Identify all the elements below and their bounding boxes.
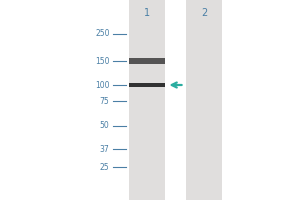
Text: 50: 50	[100, 121, 110, 130]
Text: 250: 250	[95, 29, 109, 38]
Text: 75: 75	[100, 97, 110, 106]
Text: 2: 2	[201, 8, 207, 18]
Bar	[129, 0, 165, 200]
Bar	[129, 58, 165, 64]
Text: 1: 1	[144, 8, 150, 18]
Text: 37: 37	[100, 144, 110, 154]
Text: 100: 100	[95, 81, 109, 90]
Bar	[186, 0, 222, 200]
Text: 25: 25	[100, 162, 110, 171]
Text: 150: 150	[95, 56, 109, 66]
Bar	[129, 83, 165, 87]
